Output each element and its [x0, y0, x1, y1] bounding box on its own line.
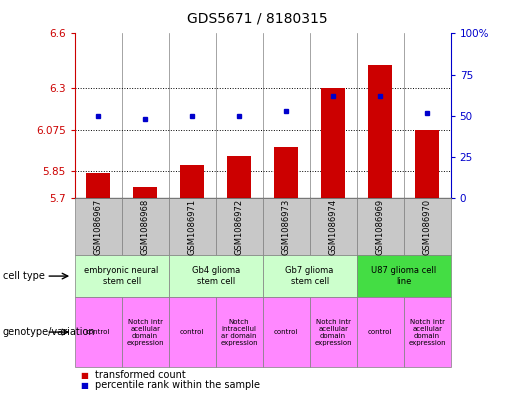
Text: GSM1086967: GSM1086967	[94, 199, 102, 255]
Text: U87 glioma cell
line: U87 glioma cell line	[371, 266, 436, 286]
Text: Notch intr
acellular
domain
expression: Notch intr acellular domain expression	[314, 319, 352, 345]
Text: Gb4 glioma
stem cell: Gb4 glioma stem cell	[192, 266, 240, 286]
Text: GSM1086970: GSM1086970	[423, 199, 432, 255]
Text: genotype/variation: genotype/variation	[3, 327, 95, 337]
Text: Notch intr
acellular
domain
expression: Notch intr acellular domain expression	[126, 319, 164, 345]
Bar	[180, 165, 204, 198]
Text: Notch intr
acellular
domain
expression: Notch intr acellular domain expression	[408, 319, 446, 345]
Text: control: control	[86, 329, 110, 335]
Text: GSM1086972: GSM1086972	[235, 199, 244, 255]
Text: GSM1086973: GSM1086973	[282, 199, 290, 255]
Bar	[321, 88, 345, 198]
Text: Gb7 glioma
stem cell: Gb7 glioma stem cell	[285, 266, 334, 286]
Text: GSM1086971: GSM1086971	[187, 199, 197, 255]
Text: transformed count: transformed count	[95, 370, 186, 380]
Text: ■: ■	[80, 371, 88, 380]
Text: GSM1086968: GSM1086968	[141, 199, 150, 255]
Text: embryonic neural
stem cell: embryonic neural stem cell	[84, 266, 159, 286]
Bar	[368, 64, 392, 198]
Text: percentile rank within the sample: percentile rank within the sample	[95, 380, 260, 390]
Text: cell type: cell type	[3, 271, 44, 281]
Text: control: control	[368, 329, 392, 335]
Text: GSM1086969: GSM1086969	[375, 199, 385, 255]
Text: control: control	[274, 329, 298, 335]
Bar	[228, 156, 251, 198]
Text: Notch
intracellul
ar domain
expression: Notch intracellul ar domain expression	[220, 319, 258, 345]
Text: control: control	[180, 329, 204, 335]
Text: GSM1086974: GSM1086974	[329, 199, 338, 255]
Bar	[87, 173, 110, 198]
Bar	[133, 187, 157, 198]
Bar	[416, 130, 439, 198]
Text: ■: ■	[80, 381, 88, 389]
Bar	[274, 147, 298, 198]
Text: GDS5671 / 8180315: GDS5671 / 8180315	[187, 12, 328, 26]
